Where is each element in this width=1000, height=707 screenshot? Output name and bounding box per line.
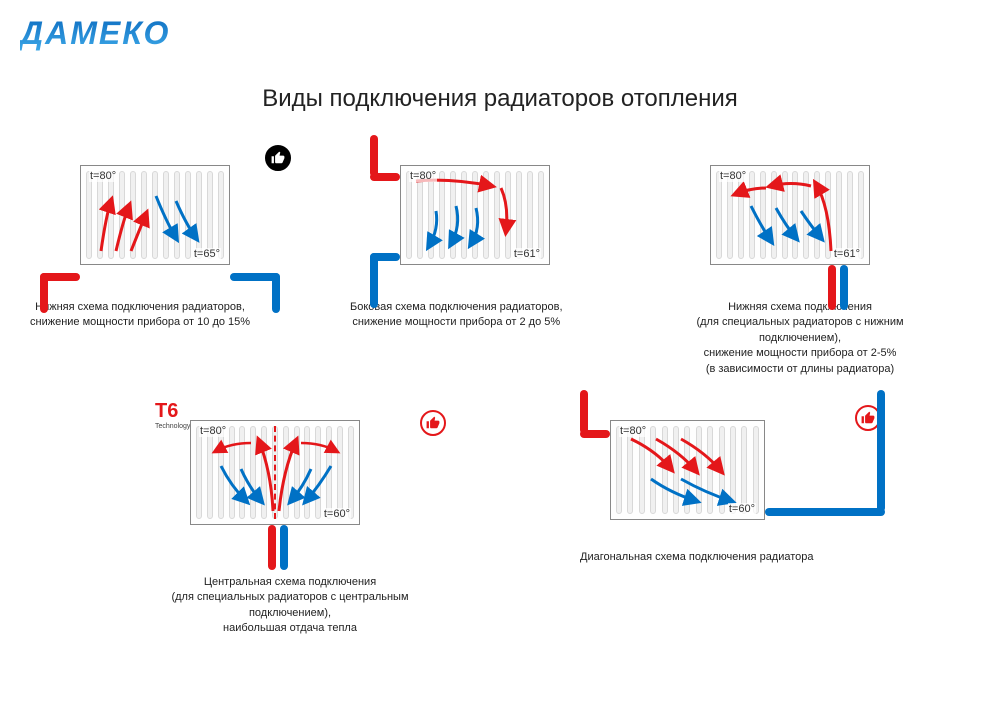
radiator: t=80° t=60° <box>190 420 360 525</box>
t6-text: T6 <box>155 400 178 422</box>
caption-text: Нижняя схема подключения (для специальны… <box>696 301 903 375</box>
thumbs-down-icon <box>265 145 291 171</box>
temp-out-label: t=60° <box>323 508 351 520</box>
cold-pipe-v <box>280 525 288 570</box>
cold-pipe <box>765 508 885 516</box>
t6-icon: T6 Technology <box>155 400 190 430</box>
cold-pipe-v <box>272 273 280 313</box>
temp-in-label: t=80° <box>719 170 747 182</box>
temp-in-label: t=80° <box>199 425 227 437</box>
cold-pipe-v <box>877 390 885 512</box>
radiator: t=80° t=61° <box>400 165 550 265</box>
hot-pipe-v <box>40 273 48 313</box>
cold-pipe <box>370 253 400 261</box>
diagram-diagonal-scheme: t=80° t=60° Диагональная схема подключен… <box>610 420 814 565</box>
brand-logo: ДАМЕКО <box>20 15 170 52</box>
temp-in-label: t=80° <box>89 170 117 182</box>
diagram-caption: Боковая схема подключения радиаторов, сн… <box>350 300 563 331</box>
diagram-caption: Нижняя схема подключения (для специальны… <box>660 300 940 377</box>
radiator: t=80° t=61° <box>710 165 870 265</box>
hot-pipe-v <box>828 265 836 310</box>
caption-text: Диагональная схема подключения радиатора <box>580 551 814 563</box>
diagram-caption: Диагональная схема подключения радиатора <box>580 550 814 565</box>
radiator: t=80° t=60° <box>610 420 765 520</box>
diagram-caption: Центральная схема подключения (для специ… <box>145 575 435 637</box>
temp-out-label: t=61° <box>833 248 861 260</box>
logo-text: ДАМЕКО <box>20 15 170 51</box>
hot-pipe-v <box>580 390 588 434</box>
diagram-side-scheme: t=80° t=61° Боковая схема подключения ра… <box>400 165 563 331</box>
diagram-central-scheme: T6 Technology t=80° t=60° <box>190 420 435 637</box>
temp-in-label: t=80° <box>409 170 437 182</box>
temp-out-label: t=65° <box>193 248 221 260</box>
diagram-bottom-special: t=80° t=61° Нижняя схема подключения (дл… <box>710 165 940 377</box>
cold-pipe-v <box>370 253 378 308</box>
radiator: t=80° t=65° <box>80 165 230 265</box>
diagram-bottom-scheme: t=80° t=65° Нижняя схема подключения рад… <box>80 165 250 331</box>
caption-text: Боковая схема подключения радиаторов, сн… <box>350 301 563 328</box>
page-title: Виды подключения радиаторов отопления <box>0 85 1000 113</box>
cold-pipe-v <box>840 265 848 310</box>
caption-text: Нижняя схема подключения радиаторов, сни… <box>30 301 250 328</box>
caption-text: Центральная схема подключения (для специ… <box>171 576 408 634</box>
temp-in-label: t=80° <box>619 425 647 437</box>
hot-pipe-v <box>370 135 378 177</box>
temp-out-label: t=60° <box>728 503 756 515</box>
temp-out-label: t=61° <box>513 248 541 260</box>
diagram-caption: Нижняя схема подключения радиаторов, сни… <box>30 300 250 331</box>
thumbs-up-icon <box>420 410 446 436</box>
hot-pipe-v <box>268 525 276 570</box>
